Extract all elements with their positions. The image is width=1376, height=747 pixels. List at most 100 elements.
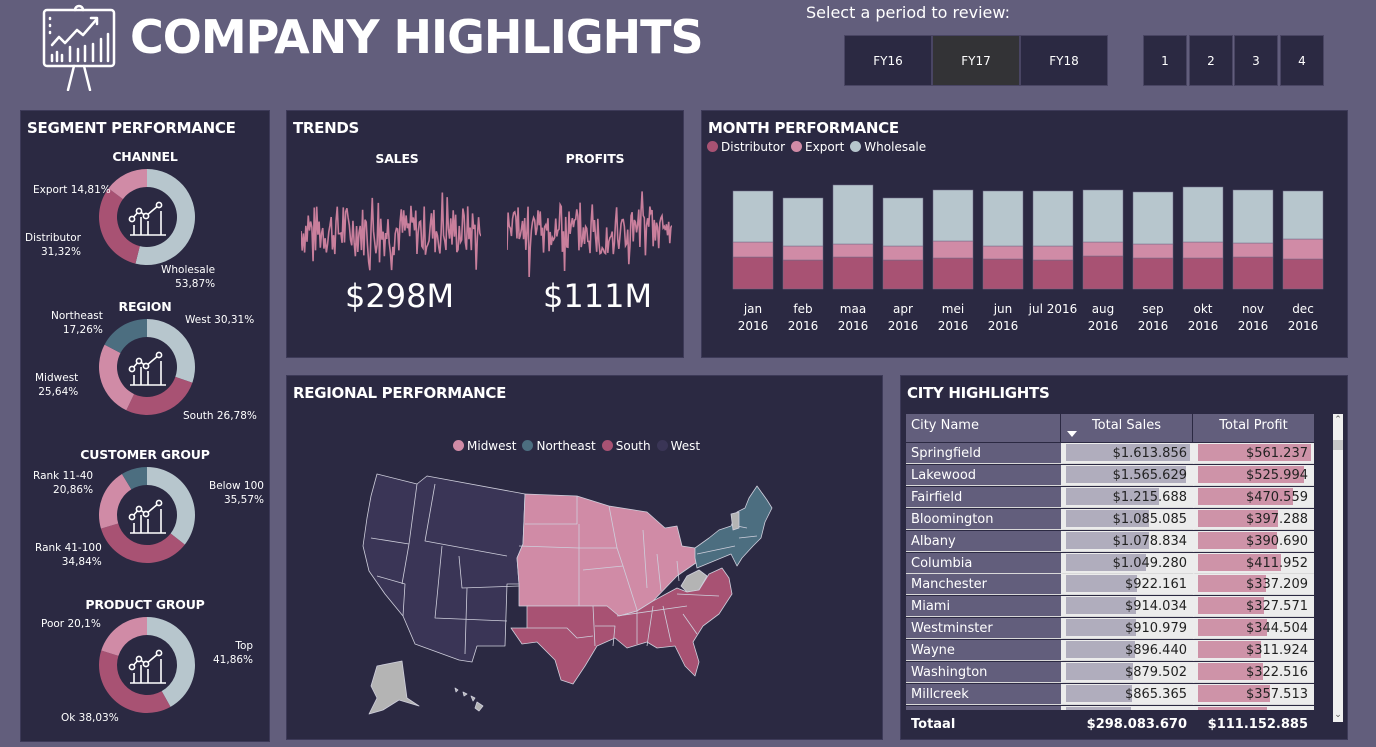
table-row[interactable]: Bloomington $1.085.085 $397.288 — [906, 508, 1314, 530]
table-row[interactable]: Millcreek $865.365 $357.513 — [906, 683, 1314, 705]
bar-distributor-1[interactable] — [782, 259, 824, 290]
donut-slice-below-100[interactable] — [147, 467, 196, 545]
cell-profit: $344.504 — [1193, 618, 1314, 640]
bar-export-4[interactable] — [932, 240, 974, 259]
profit-databar — [1198, 663, 1263, 680]
table-row[interactable]: Manchester $922.161 $337.209 — [906, 574, 1314, 596]
table-row[interactable]: Albany $1.078.834 $390.690 — [906, 530, 1314, 552]
bar-export-11[interactable] — [1282, 238, 1324, 260]
bar-export-7[interactable] — [1082, 241, 1124, 257]
fy-button-fy17[interactable]: FY17 — [932, 35, 1020, 86]
profits-total-value: $111M — [543, 277, 653, 315]
scroll-up-icon[interactable]: ⌃ — [1334, 415, 1342, 425]
sales-databar — [1066, 465, 1186, 483]
bar-distributor-8[interactable] — [1132, 257, 1174, 290]
map-west[interactable] — [362, 473, 526, 663]
bar-export-3[interactable] — [882, 245, 924, 261]
bar-distributor-10[interactable] — [1232, 256, 1274, 290]
bar-distributor-0[interactable] — [732, 256, 774, 290]
sales-databar — [1066, 684, 1133, 702]
bar-export-1[interactable] — [782, 245, 824, 261]
donut-slice-distributor[interactable] — [98, 188, 140, 264]
col-total-profit[interactable]: Total Profit — [1219, 418, 1288, 433]
donut-slice-ok[interactable] — [99, 650, 171, 713]
bar-wholesale-10[interactable] — [1232, 189, 1274, 244]
bar-export-10[interactable] — [1232, 242, 1274, 258]
bar-export-6[interactable] — [1032, 245, 1074, 261]
bar-wholesale-5[interactable] — [982, 190, 1024, 247]
fy-button-fy16[interactable]: FY16 — [844, 35, 932, 86]
table-row[interactable]: Westminster $910.979 $344.504 — [906, 618, 1314, 640]
donut-slice-top[interactable] — [147, 617, 195, 707]
donut-slice-midwest[interactable] — [98, 344, 135, 411]
fy-button-fy18[interactable]: FY18 — [1020, 35, 1108, 86]
legend-item-export: Export — [791, 140, 844, 154]
bar-wholesale-8[interactable] — [1132, 191, 1174, 245]
map-south[interactable] — [510, 567, 733, 685]
col-total-sales[interactable]: Total Sales — [1061, 414, 1193, 442]
bar-export-8[interactable] — [1132, 243, 1174, 259]
bar-distributor-11[interactable] — [1282, 258, 1324, 290]
bar-export-5[interactable] — [982, 245, 1024, 260]
x-tick-year: 2016 — [1087, 319, 1119, 333]
quarter-button-2[interactable]: 2 — [1189, 35, 1233, 86]
bar-distributor-5[interactable] — [982, 258, 1024, 290]
line-bar-chart-icon — [128, 201, 166, 236]
x-tick-month: jul 2016 — [1028, 302, 1078, 316]
bar-distributor-4[interactable] — [932, 257, 974, 290]
bar-distributor-2[interactable] — [832, 256, 874, 290]
table-row[interactable]: Miami $914.034 $327.571 — [906, 596, 1314, 618]
sales-databar — [1066, 706, 1132, 710]
bar-distributor-3[interactable] — [882, 259, 924, 290]
quarter-button-3[interactable]: 3 — [1234, 35, 1278, 86]
month-title: MONTH PERFORMANCE — [708, 119, 899, 137]
bar-wholesale-3[interactable] — [882, 197, 924, 247]
bar-distributor-9[interactable] — [1182, 257, 1224, 290]
us-region-map[interactable] — [347, 466, 797, 726]
donut-label-top: Top 41,86% — [213, 640, 254, 666]
bar-distributor-6[interactable] — [1032, 259, 1074, 290]
table-scrollbar[interactable]: ⌃ ⌄ — [1333, 414, 1343, 722]
donut-slice-top-10[interactable] — [121, 467, 147, 490]
cell-city: Washington — [906, 662, 1061, 683]
table-row[interactable]: Fairfield $1.215.688 $470.559 — [906, 486, 1314, 508]
donut-slice-northeast[interactable] — [104, 319, 147, 353]
bar-wholesale-2[interactable] — [832, 184, 874, 245]
table-row[interactable]: Springfield $1.613.856 $561.237 — [906, 443, 1314, 464]
donut-slice-export[interactable] — [108, 169, 147, 200]
table-row[interactable]: Lakewood $1.565.629 $525.994 — [906, 464, 1314, 486]
profit-databar — [1198, 575, 1266, 593]
bar-export-9[interactable] — [1182, 241, 1224, 259]
bar-wholesale-9[interactable] — [1182, 186, 1224, 243]
table-row[interactable]: Columbia $1.049.280 $411.952 — [906, 552, 1314, 574]
bar-export-0[interactable] — [732, 241, 774, 258]
donut-slice-south[interactable] — [126, 376, 193, 415]
quarter-button-4[interactable]: 4 — [1280, 35, 1324, 86]
bar-distributor-7[interactable] — [1082, 255, 1124, 290]
scroll-thumb[interactable] — [1333, 440, 1343, 450]
donut-slice-rank-41-100[interactable] — [100, 523, 185, 563]
bar-wholesale-0[interactable] — [732, 190, 774, 243]
col-city-name[interactable]: City Name — [906, 414, 1061, 442]
donut-chart-product-group — [99, 617, 195, 713]
x-tick-year: 2016 — [837, 319, 869, 333]
cell-sales: $896.440 — [1061, 640, 1193, 662]
bar-wholesale-4[interactable] — [932, 189, 974, 242]
donut-slice-wholesale[interactable] — [135, 169, 195, 265]
scroll-down-icon[interactable]: ⌄ — [1334, 710, 1342, 720]
table-row[interactable]: Wayne $896.440 $311.924 — [906, 640, 1314, 662]
donut-chart-customer-group — [99, 467, 196, 563]
donut-slice-west[interactable] — [147, 319, 196, 383]
bar-wholesale-6[interactable] — [1032, 190, 1074, 247]
x-tick-label: okt 2016 — [1173, 301, 1233, 335]
table-row[interactable]: Washington $879.502 $322.516 — [906, 662, 1314, 683]
donut-slice-poor[interactable] — [101, 617, 147, 656]
bar-export-2[interactable] — [832, 243, 874, 258]
table-row[interactable]: Brookhaven $849.908 $341.300 — [906, 705, 1314, 710]
x-tick-year: 2016 — [887, 319, 919, 333]
bar-wholesale-1[interactable] — [782, 197, 824, 247]
quarter-button-1[interactable]: 1 — [1143, 35, 1187, 86]
donut-slice-rank-11-40[interactable] — [99, 474, 132, 529]
bar-wholesale-11[interactable] — [1282, 190, 1324, 240]
bar-wholesale-7[interactable] — [1082, 189, 1124, 243]
